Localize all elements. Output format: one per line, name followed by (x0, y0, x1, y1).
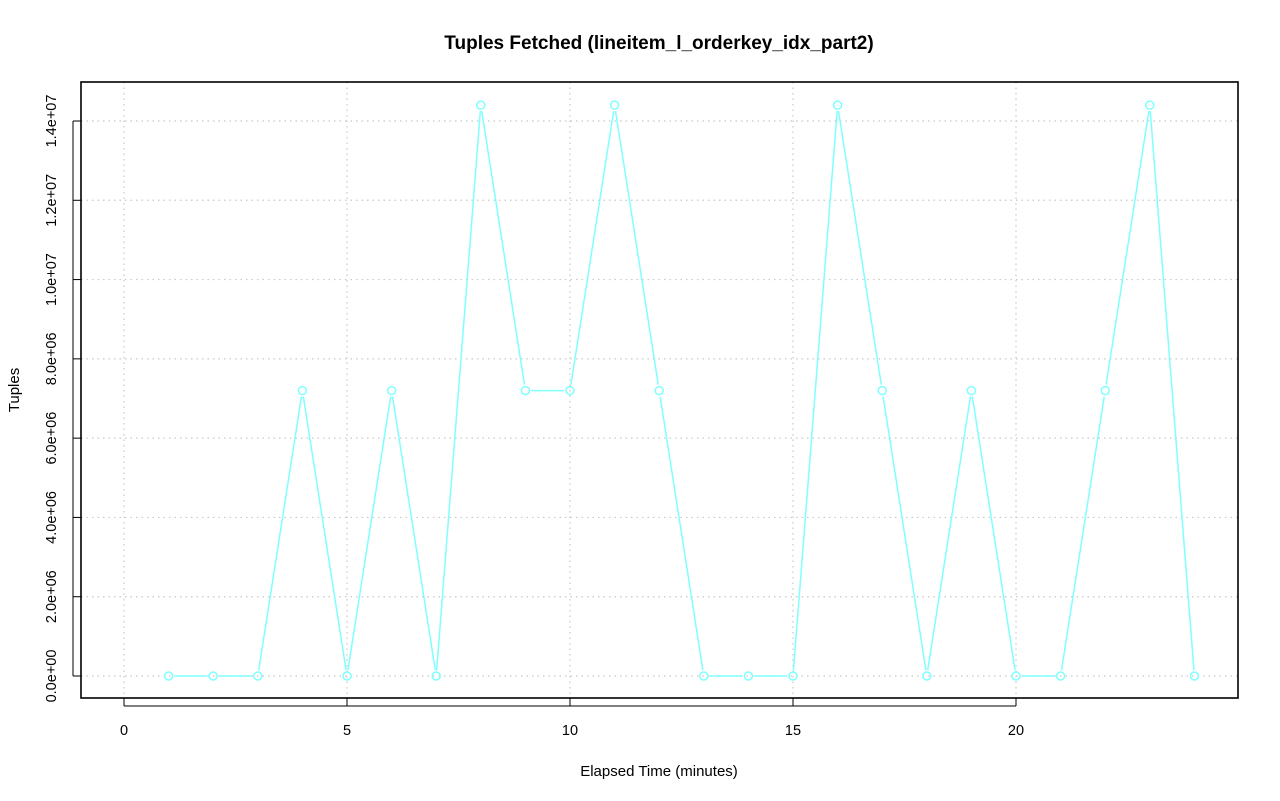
series-line-segment (792, 111, 838, 671)
data-point (1145, 100, 1155, 110)
x-tick-label: 15 (785, 723, 801, 739)
x-tick-label: 10 (562, 723, 578, 739)
y-tick-label: 6.0e+06 (44, 412, 60, 465)
data-point (520, 385, 531, 396)
series-line-segment (659, 396, 704, 671)
series-line-segment (302, 396, 347, 671)
x-axis: 0 5 10 15 20 (120, 698, 1024, 739)
series-line-segment (570, 110, 615, 385)
y-tick-label: 1.4e+07 (44, 95, 60, 148)
series-line-segment (347, 396, 392, 671)
x-axis-label: Elapsed Time (minutes) (580, 763, 738, 780)
series-line-segment (1149, 111, 1195, 671)
data-point (431, 671, 441, 681)
data-point (1189, 671, 1200, 681)
series-line-segment (882, 396, 927, 671)
data-point (788, 671, 798, 681)
series-line-segment (1105, 110, 1150, 385)
data-point (609, 100, 620, 110)
data-series (163, 100, 1200, 681)
y-tick-label: 1.2e+07 (44, 174, 60, 227)
series-line-segment (435, 111, 482, 671)
data-point (342, 671, 352, 681)
y-tick-label: 0.0e+00 (44, 650, 60, 703)
data-point (208, 671, 218, 681)
series-line-segment (926, 396, 972, 671)
series-line-segment (837, 110, 883, 385)
data-point (253, 671, 263, 681)
x-tick-label: 20 (1008, 723, 1024, 739)
data-point (1100, 385, 1110, 396)
series-line-segment (257, 396, 303, 671)
data-point (877, 385, 887, 396)
y-tick-label: 2.0e+06 (44, 570, 60, 623)
data-point (966, 385, 977, 396)
series-line-segment (480, 110, 526, 385)
grid (81, 82, 1238, 698)
data-point (565, 385, 575, 396)
data-point (1011, 671, 1021, 681)
x-tick-label: 0 (120, 723, 128, 739)
y-axis-label: Tuples (6, 368, 23, 412)
data-point (163, 671, 174, 681)
data-point (922, 671, 932, 681)
series-line-segment (391, 396, 437, 671)
data-point (699, 671, 709, 681)
data-point (386, 385, 397, 396)
data-point (297, 385, 308, 396)
chart-title: Tuples Fetched (lineitem_l_orderkey_idx_… (444, 33, 873, 54)
y-tick-label: 1.0e+07 (44, 253, 60, 306)
data-point (1055, 671, 1066, 681)
data-point (832, 100, 843, 110)
x-tick-label: 5 (343, 723, 351, 739)
data-point (476, 100, 486, 110)
series-line-segment (1060, 396, 1106, 671)
y-axis: 0.0e+00 2.0e+06 4.0e+06 6.0e+06 8.0e+06 1.0e+… (44, 95, 81, 703)
plot-frame (80, 81, 1239, 699)
y-tick-label: 4.0e+06 (44, 491, 60, 544)
data-point (654, 385, 664, 396)
series-line-segment (614, 110, 660, 385)
series-line-segment (971, 396, 1016, 671)
data-point (743, 671, 754, 681)
y-tick-label: 8.0e+06 (44, 332, 60, 385)
